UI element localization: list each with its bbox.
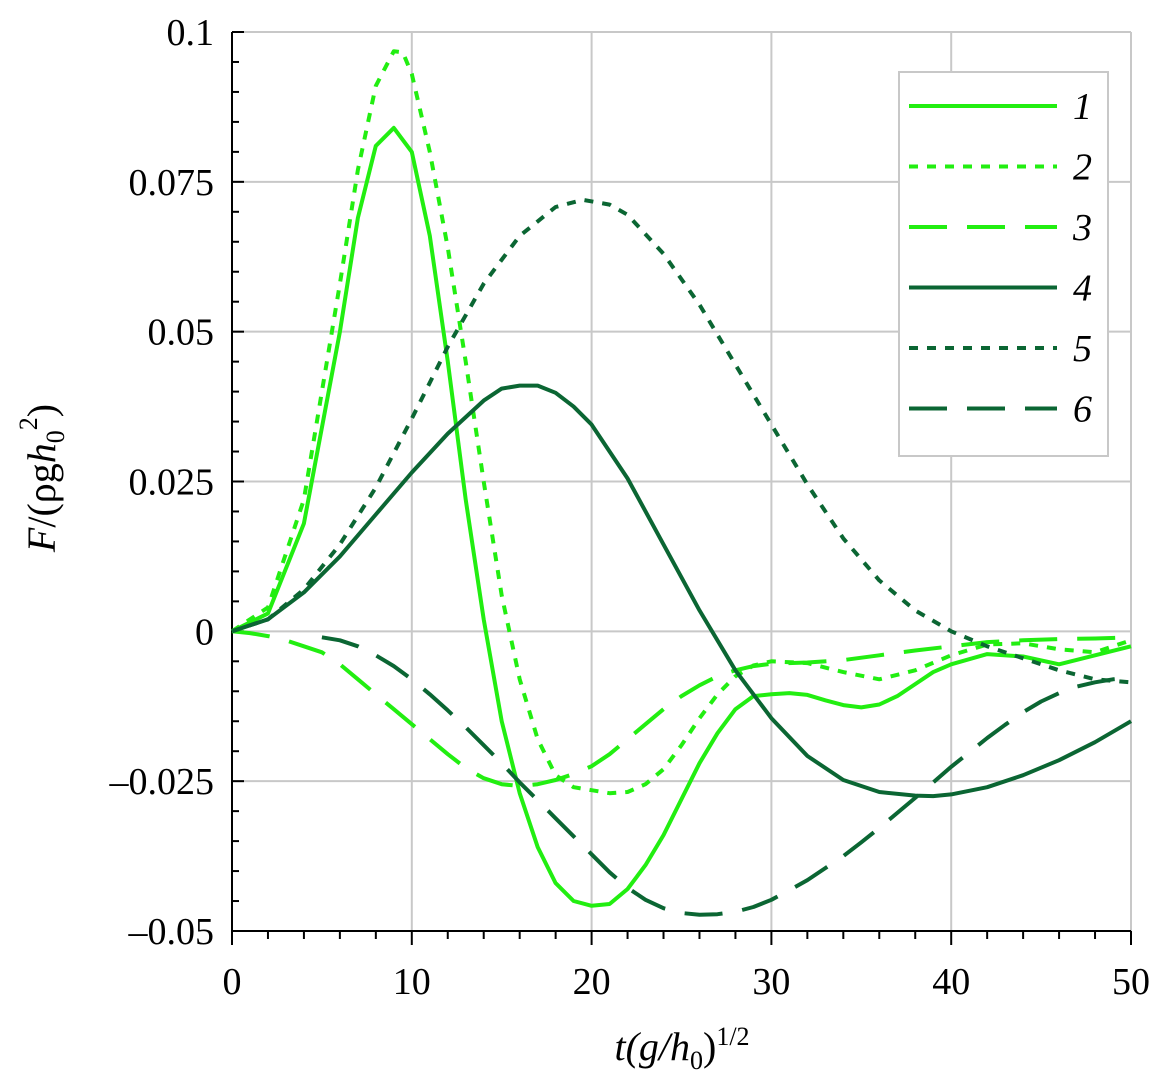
y-axis-title-f: F: [19, 527, 64, 553]
y-axis-title-mid: /(ρg: [19, 463, 64, 527]
y-tick-label: 0.025: [129, 462, 215, 504]
legend-box: [898, 71, 1109, 457]
legend-label-6: 6: [1073, 389, 1092, 431]
y-axis-title: F/(ρgh02): [14, 404, 70, 553]
y-tick-label: 0.1: [167, 12, 215, 54]
series-line-2: [230, 49, 1132, 796]
plot-area: [230, 49, 1133, 917]
y-tick-label: –0.025: [109, 761, 215, 803]
legend-label-2: 2: [1073, 147, 1092, 189]
x-tick-label: 0: [223, 961, 242, 1003]
x-tick-label: 10: [393, 961, 431, 1003]
series-line-6: [321, 635, 1132, 917]
legend: 1 2 3 4 5 6: [898, 71, 1109, 457]
legend-label-1: 1: [1073, 86, 1092, 128]
y-tick-label: –0.05: [128, 911, 215, 953]
series-line-5: [231, 197, 1132, 685]
legend-label-3: 3: [1072, 207, 1092, 249]
series-line-3: [231, 629, 1132, 788]
y-axis-title-close: ): [19, 404, 64, 417]
x-tick-label: 40: [932, 961, 970, 1003]
legend-label-4: 4: [1073, 268, 1092, 310]
x-axis-title: t(g/h0)1/2: [614, 1022, 749, 1075]
y-tick-label: 0.05: [148, 312, 215, 354]
y-axis-title-sub: 0: [41, 430, 70, 443]
x-tick-label: 30: [752, 961, 790, 1003]
x-axis-title-open: (g/h: [626, 1024, 690, 1069]
legend-label-5: 5: [1073, 328, 1092, 370]
x-axis-title-close: ): [703, 1024, 716, 1069]
x-axis-title-sub: 0: [690, 1046, 703, 1075]
x-axis-title-sup: 1/2: [716, 1022, 749, 1051]
y-tick-label: 0: [195, 611, 214, 653]
series-line-1: [231, 125, 1132, 908]
x-axis-title-t: t: [614, 1024, 626, 1069]
series-line-4: [231, 383, 1133, 799]
y-axis-title-h: h: [19, 443, 64, 463]
y-axis-title-sup: 2: [14, 417, 43, 430]
axes: 0 10 20 30 40 50 –0.05 –0.025 0 0.025 0.05 0.075 0.1: [109, 12, 1151, 1003]
x-tick-label: 20: [573, 961, 611, 1003]
x-tick-label: 50: [1112, 961, 1150, 1003]
y-tick-label: 0.075: [129, 162, 215, 204]
